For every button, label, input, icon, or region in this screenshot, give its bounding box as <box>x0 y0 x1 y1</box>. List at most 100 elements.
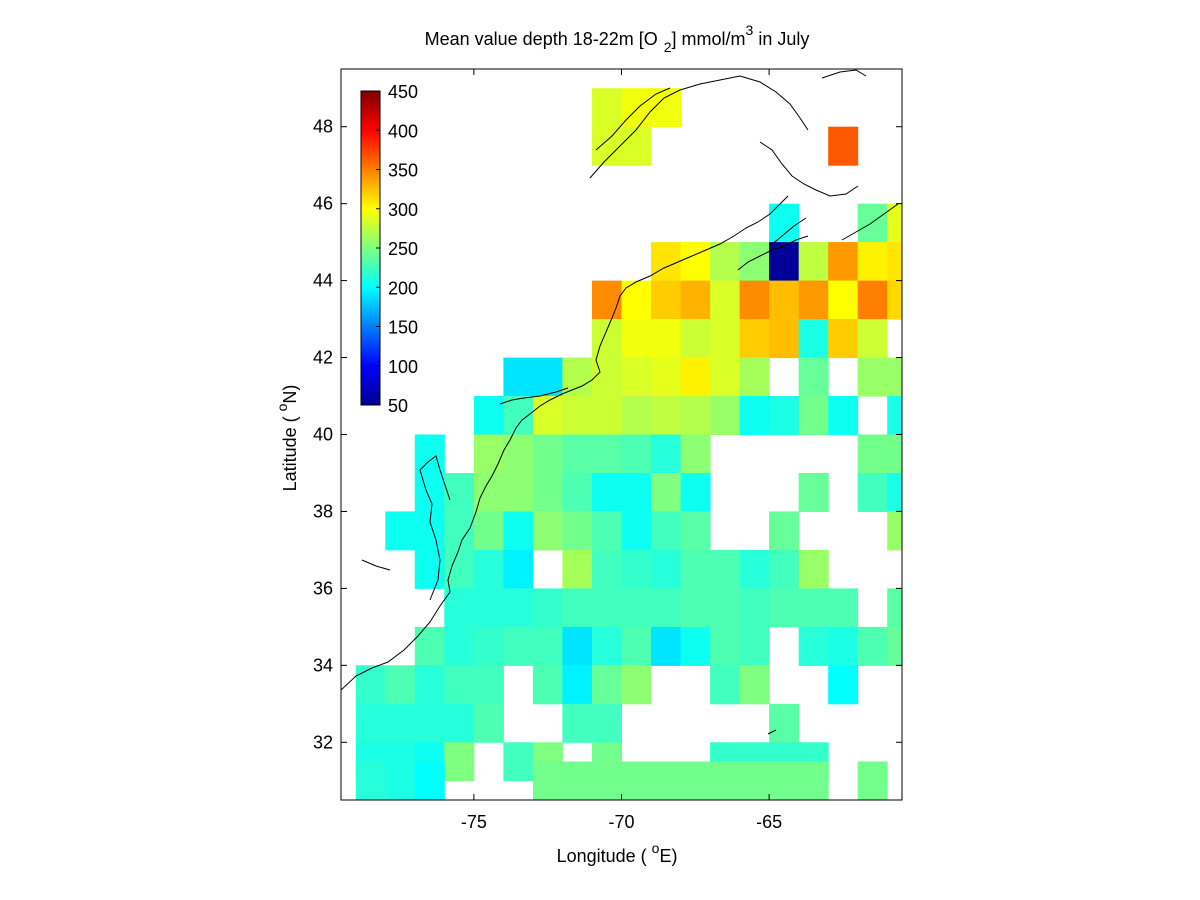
heatmap-cell <box>621 665 652 705</box>
heatmap-cell <box>798 280 829 320</box>
heatmap-cell <box>887 396 902 435</box>
heatmap-cell <box>769 511 800 551</box>
heatmap-cell <box>385 703 416 743</box>
heatmap-cell <box>769 703 800 743</box>
heatmap-cell <box>769 319 800 359</box>
heatmap-cell <box>473 703 504 743</box>
heatmap-cell <box>680 588 711 628</box>
heatmap-cell <box>562 549 593 589</box>
heatmap-cell <box>828 665 859 705</box>
heatmap-cell <box>680 396 711 435</box>
heatmap-cell <box>710 319 741 359</box>
heatmap-cell <box>857 761 888 800</box>
heatmap-cell <box>680 242 711 282</box>
heatmap-cell <box>414 626 445 666</box>
heatmap-cell <box>592 434 622 474</box>
heatmap-cell <box>739 396 770 435</box>
heatmap-cell <box>592 626 622 666</box>
heatmap-cell <box>621 126 652 166</box>
heatmap-cell <box>828 626 859 666</box>
heatmap-cell <box>798 396 829 435</box>
heatmap-cell <box>473 588 504 628</box>
heatmap-cell <box>503 473 534 512</box>
colorbar-tick-label: 450 <box>388 82 418 102</box>
heatmap-cell <box>798 626 829 666</box>
heatmap-cell <box>444 511 475 551</box>
heatmap-cell <box>887 626 902 666</box>
heatmap-cell <box>503 357 534 397</box>
heatmap-cell <box>887 357 902 397</box>
y-tick-label: 32 <box>313 732 333 752</box>
y-axis-ticks: 32 34 36 38 40 42 44 46 48 <box>313 117 902 752</box>
heatmap-cell <box>739 626 770 666</box>
heatmap-cell <box>473 626 504 666</box>
heatmap-cell <box>857 434 888 474</box>
y-tick-label: 48 <box>313 117 333 137</box>
heatmap-cell <box>592 88 622 128</box>
heatmap-cell <box>651 357 681 397</box>
heatmap-cell <box>592 511 622 551</box>
heatmap-cell <box>444 742 475 782</box>
heatmap-cell <box>798 761 829 800</box>
heatmap-cell <box>621 626 652 666</box>
heatmap-cell <box>828 588 859 628</box>
heatmap-cell <box>532 434 563 474</box>
heatmap-cell <box>621 588 652 628</box>
colorbar-tick-label: 250 <box>388 239 418 259</box>
heatmap-cell <box>857 203 888 243</box>
heatmap-cell <box>562 703 593 743</box>
heatmap-cell <box>503 742 534 782</box>
heatmap-cell <box>651 588 681 628</box>
heatmap-cell <box>562 357 593 397</box>
heatmap-cell <box>887 434 902 474</box>
heatmap-cell <box>414 665 445 705</box>
heatmap-cell <box>473 473 504 512</box>
heatmap-cell <box>680 434 711 474</box>
heatmap-cell <box>621 549 652 589</box>
heatmap-cell <box>355 703 386 743</box>
heatmap-cell <box>710 626 741 666</box>
heatmap-cell <box>473 434 504 474</box>
heatmap-cell <box>473 396 504 435</box>
heatmap-cell <box>562 434 593 474</box>
heatmap-cell <box>532 473 563 512</box>
heatmap-cell <box>680 761 711 800</box>
heatmap-cell <box>769 761 800 800</box>
heatmap-cell <box>592 473 622 512</box>
heatmap-cell <box>710 761 741 800</box>
heatmap-cell <box>562 396 593 435</box>
heatmap-cell <box>887 242 902 282</box>
heatmap-cell <box>798 242 829 282</box>
heatmap-cell <box>503 511 534 551</box>
heatmap-cell <box>857 242 888 282</box>
heatmap-cell <box>621 434 652 474</box>
heatmap-cell <box>739 357 770 397</box>
heatmap-cell <box>592 761 622 800</box>
heatmap-cell <box>887 280 902 320</box>
heatmap-cell <box>887 511 902 551</box>
heatmap-cell <box>651 549 681 589</box>
heatmap-cell <box>857 626 888 666</box>
coastline <box>341 69 899 735</box>
heatmap-cell <box>769 396 800 435</box>
heatmap-cell <box>769 588 800 628</box>
heatmap-cell <box>621 319 652 359</box>
heatmap-cell <box>769 203 800 243</box>
heatmap-cell <box>414 511 445 551</box>
heatmap-cell <box>680 626 711 666</box>
heatmap-cell <box>385 761 416 800</box>
heatmap-cell <box>828 396 859 435</box>
heatmap-cell <box>828 242 859 282</box>
x-tick-label: -70 <box>608 812 634 832</box>
heatmap-cell <box>798 549 829 589</box>
y-tick-label: 44 <box>313 271 333 291</box>
heatmap-cell <box>710 665 741 705</box>
heatmap-cell <box>532 588 563 628</box>
heatmap-cell <box>532 626 563 666</box>
x-tick-label: -75 <box>461 812 487 832</box>
heatmap-cell <box>857 473 888 512</box>
heatmap-cell <box>414 761 445 800</box>
heatmap-cell <box>503 588 534 628</box>
heatmap-cell <box>739 588 770 628</box>
heatmap-cell <box>651 511 681 551</box>
